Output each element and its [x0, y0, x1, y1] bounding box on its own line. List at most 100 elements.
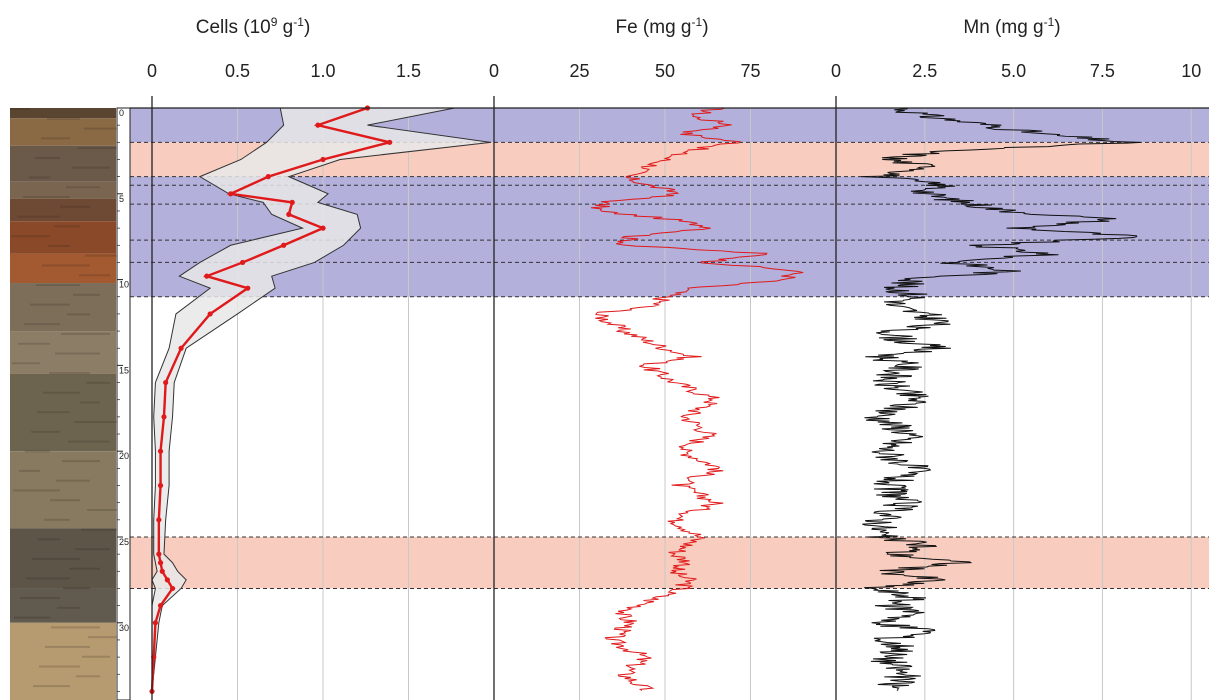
mn-panel-title: Mn (mg g-1) — [963, 15, 1060, 38]
core-texture — [49, 372, 90, 375]
core-texture — [54, 225, 80, 228]
core-texture — [33, 685, 70, 688]
depth-tick-label: 20 — [119, 451, 129, 461]
core-texture — [12, 362, 40, 365]
depth-scale — [116, 107, 131, 700]
core-texture — [43, 391, 80, 394]
core-segment — [10, 283, 116, 332]
core-texture — [44, 518, 70, 521]
core-texture — [56, 479, 90, 482]
x-tick-label: 5.0 — [1001, 61, 1026, 81]
mn-profile-line — [861, 107, 1141, 691]
core-texture — [30, 303, 70, 306]
cells-data-point — [228, 191, 234, 197]
core-segment — [10, 181, 116, 199]
fe-profile-line — [591, 107, 804, 691]
depth-tick-label: 15 — [119, 365, 129, 375]
core-texture — [35, 156, 60, 159]
core-texture — [51, 626, 100, 629]
core-texture — [24, 323, 60, 326]
band-orange — [130, 536, 1209, 589]
core-texture — [69, 567, 100, 570]
core-texture — [68, 440, 110, 443]
core-texture — [48, 244, 70, 247]
core-texture — [87, 509, 130, 512]
core-segment — [10, 118, 116, 146]
core-texture — [86, 381, 110, 384]
core-texture — [50, 499, 80, 502]
core-texture — [39, 665, 80, 668]
core-texture — [32, 557, 80, 560]
core-segment — [10, 622, 116, 700]
core-texture — [78, 147, 120, 150]
cells-data-point — [152, 620, 159, 626]
core-texture — [79, 274, 110, 277]
x-tick-label: 50 — [655, 61, 675, 81]
core-texture — [23, 196, 70, 199]
core-texture — [10, 108, 30, 110]
axes: 0 5 10 15 20 25 30 0 0.5 1.0 1.5 0 25 50 75 0 2.5 5.0 7.5 1… — [116, 61, 1209, 700]
depth-tick-label: 5 — [119, 194, 124, 204]
cells-data-point — [207, 311, 213, 317]
core-segment — [10, 373, 116, 452]
core-texture — [72, 166, 110, 169]
core-texture — [17, 215, 60, 218]
core-segment — [10, 108, 116, 119]
core-texture — [18, 342, 50, 345]
core-segment — [10, 221, 116, 254]
core-segment — [10, 198, 116, 222]
core-texture — [38, 538, 60, 541]
core-texture — [11, 235, 50, 238]
cells-data-point — [387, 139, 393, 145]
cells-data-point — [245, 285, 251, 291]
cells-data-point — [204, 273, 210, 279]
core-texture — [25, 450, 50, 453]
cells-data-point — [156, 517, 162, 523]
core-texture — [61, 332, 110, 335]
cells-data-point — [178, 345, 184, 351]
sediment-core-photo — [10, 108, 130, 700]
core-texture — [63, 587, 90, 590]
x-tick-label: 1.5 — [396, 61, 421, 81]
x-tick-label: 1.0 — [310, 61, 335, 81]
cells-data-point — [286, 211, 292, 217]
core-segment — [10, 331, 116, 374]
core-texture — [84, 127, 130, 130]
core-texture — [75, 548, 110, 551]
core-texture — [57, 606, 80, 609]
core-texture — [36, 284, 80, 287]
cells-data-point — [315, 122, 321, 128]
depth-tick-label: 10 — [119, 280, 129, 290]
core-texture — [60, 205, 90, 208]
core-segment — [10, 145, 116, 182]
x-tick-label: 25 — [569, 61, 589, 81]
core-texture — [42, 264, 90, 267]
cells-data-point — [163, 379, 169, 386]
core-segment — [10, 451, 116, 529]
core-texture — [47, 117, 80, 120]
cells-data-point — [156, 551, 162, 557]
cells-data-point — [281, 242, 287, 248]
core-texture — [81, 528, 120, 531]
cells-data-point — [289, 199, 295, 205]
core-texture — [62, 460, 100, 463]
x-tick-label: 2.5 — [912, 61, 937, 81]
core-texture — [66, 186, 100, 189]
core-texture — [13, 489, 60, 492]
core-texture — [67, 313, 90, 316]
core-texture — [19, 469, 40, 472]
horizon-dashed-lines — [130, 141, 1209, 589]
depth-tick-label: 0 — [119, 108, 124, 118]
core-texture — [74, 420, 120, 423]
x-tick-label: 10 — [1181, 61, 1201, 81]
cells-data-point — [320, 156, 326, 163]
core-texture — [37, 411, 70, 414]
x-tick-label: 75 — [740, 61, 760, 81]
core-texture — [26, 577, 70, 580]
cells-data-point — [157, 603, 164, 609]
cells-data-point — [265, 174, 271, 180]
data-series — [149, 105, 1141, 695]
x-tick-label: 0.5 — [225, 61, 250, 81]
fe-panel-title: Fe (mg g-1) — [615, 15, 708, 38]
